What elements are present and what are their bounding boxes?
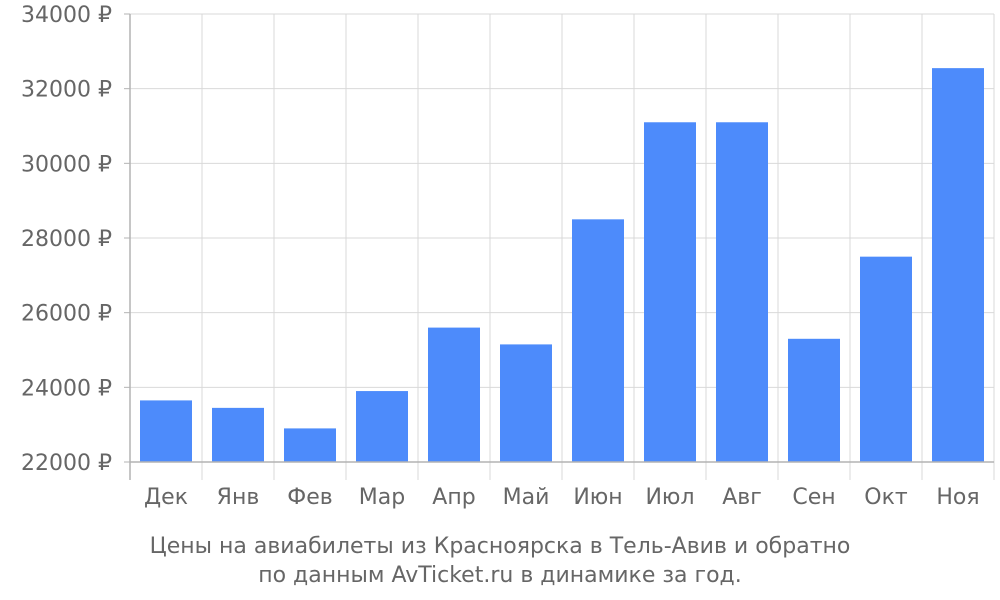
bar-12 [932,68,984,462]
bar-11 [860,256,912,462]
y-tick-label: 22000 ₽ [21,451,112,476]
bar-1 [140,400,192,462]
y-tick-label: 32000 ₽ [21,78,112,103]
bars [140,68,984,463]
x-tick-label: Авг [722,485,762,510]
axes [124,13,995,480]
x-tick-label: Июл [645,485,694,510]
x-tick-label: Апр [432,485,475,510]
x-tick-label: Сен [792,485,835,510]
x-tick-label: Ноя [936,485,979,510]
y-tick-label: 30000 ₽ [21,152,112,177]
x-tick-label: Мар [359,485,405,510]
caption-line-2: по данным AvTicket.ru в динамике за год. [258,563,742,588]
x-tick-label: Июн [573,485,622,510]
bar-10 [788,338,840,462]
x-tick-label: Дек [144,485,188,510]
y-tick-label: 24000 ₽ [21,376,112,401]
bar-3 [284,428,336,462]
x-tick-labels: Дек Янв Фев Мар Апр Май Июн Июл Авг Сен Окт Ноя [144,485,980,510]
bar-5 [428,327,480,462]
grid [130,13,995,462]
bar-6 [500,344,552,462]
bar-7 [572,219,624,462]
y-tick-label: 34000 ₽ [21,3,112,28]
chart-caption: Цены на авиабилеты из Красноярска в Тель… [0,532,1000,590]
bar-8 [644,122,696,463]
x-tick-label: Май [503,485,550,510]
x-tick-label: Янв [217,485,260,510]
x-tick-label: Фев [287,485,332,510]
x-tick-label: Окт [864,485,908,510]
bar-2 [212,407,264,462]
y-tick-label: 28000 ₽ [21,227,112,252]
caption-line-1: Цены на авиабилеты из Красноярска в Тель… [149,534,851,559]
bar-4 [356,391,408,462]
y-tick-labels: 22000 ₽ 24000 ₽ 26000 ₽ 28000 ₽ 30000 ₽ 32000… [21,3,112,476]
y-tick-label: 26000 ₽ [21,302,112,327]
bar-9 [716,122,768,463]
